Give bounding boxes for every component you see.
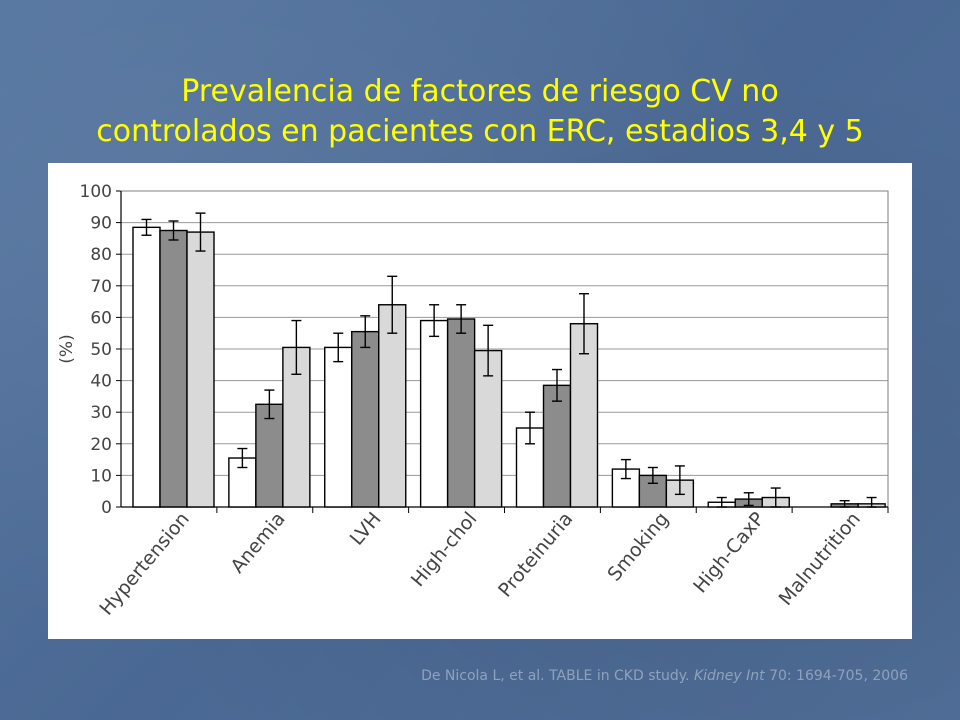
y-tick-label: 50 [90, 340, 112, 360]
citation-journal: Kidney Int [693, 668, 765, 684]
y-tick-label: 100 [80, 182, 112, 202]
bar [186, 231, 215, 508]
x-tick-label: Hypertension [95, 508, 194, 620]
y-tick-label: 20 [90, 435, 112, 455]
bar [542, 384, 572, 508]
x-tick-label: Proteinuria [494, 508, 577, 601]
slide-title-line-2: controlados en pacientes con ERC, estadi… [96, 114, 864, 149]
bar [446, 318, 476, 508]
x-tick-label: Smoking [603, 508, 673, 585]
bar [378, 304, 407, 508]
slide-title-line-1: Prevalencia de factores de riesgo CV no [181, 74, 779, 109]
y-tick-label: 60 [90, 308, 112, 328]
chart-panel: 0 10 20 30 40 50 60 70 80 90 100 (%) Hypertension Ane… [48, 163, 912, 639]
x-tick-label: Anemia [226, 508, 289, 577]
bar [255, 403, 284, 508]
x-tick-label: High-chol [407, 508, 482, 591]
citation: De Nicola L, et al. TABLE in CKD study. … [421, 668, 908, 684]
y-tick-label: 70 [90, 277, 112, 297]
y-tick-label: 30 [90, 403, 112, 423]
citation-authors: De Nicola L, et al. TABLE in CKD study. [421, 668, 690, 684]
bar [324, 346, 353, 508]
x-tick-label: High-CaxP [689, 508, 769, 597]
bar [159, 229, 188, 508]
bar [132, 226, 161, 508]
y-tick-label: 90 [90, 214, 112, 234]
bar [351, 330, 380, 508]
y-tick-label: 40 [90, 372, 112, 392]
x-tick-label: LVH [346, 508, 386, 550]
y-axis-label: (%) [57, 334, 77, 363]
bar [419, 319, 449, 508]
bar [473, 349, 503, 508]
bar-chart: 0 10 20 30 40 50 60 70 80 90 100 (%) Hypertension Ane… [57, 182, 889, 620]
y-tick-label: 10 [90, 466, 112, 486]
x-tick-label: Malnutrition [775, 508, 865, 610]
y-tick-label: 80 [90, 245, 112, 265]
citation-volume: 70: 1694-705, 2006 [769, 668, 908, 684]
slide-title: Prevalencia de factores de riesgo CV no … [0, 72, 960, 152]
y-tick-label: 0 [101, 498, 112, 518]
